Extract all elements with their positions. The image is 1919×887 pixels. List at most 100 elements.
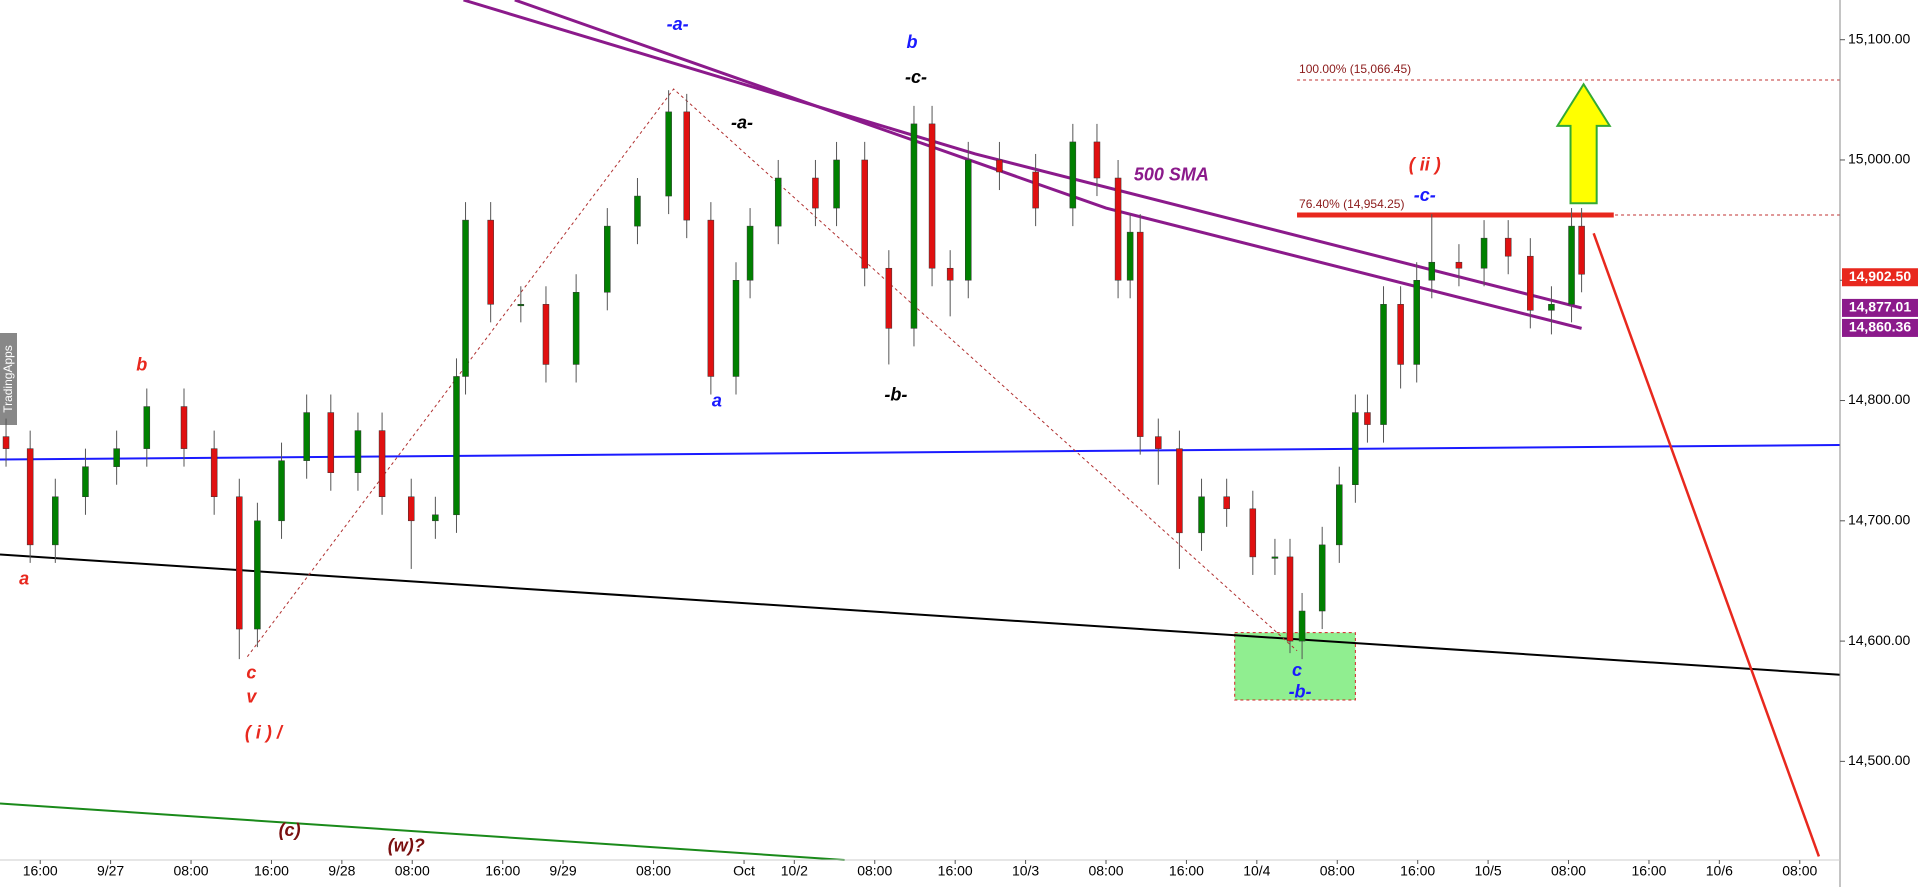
price-tag-label: 14,902.50 xyxy=(1849,268,1911,284)
candle-body xyxy=(833,159,840,209)
candle-body xyxy=(210,448,218,498)
fib-label: 100.00% (15,066.45) xyxy=(1299,62,1411,76)
x-tick-label: 16:00 xyxy=(938,863,973,879)
wave-label: a xyxy=(712,390,722,410)
x-tick-label: 08:00 xyxy=(1551,863,1586,879)
x-tick-label: 08:00 xyxy=(395,863,430,879)
trend-line xyxy=(463,0,1582,310)
candle-body xyxy=(572,292,580,365)
candle-body xyxy=(732,280,740,377)
candle-body xyxy=(143,406,151,449)
candle-body xyxy=(1136,231,1144,437)
candle-body xyxy=(1223,496,1230,510)
candle-body xyxy=(1548,304,1555,311)
y-tick-label: 14,500.00 xyxy=(1848,752,1910,768)
candle-body xyxy=(1198,496,1205,534)
candle-body xyxy=(82,466,89,498)
trend-line xyxy=(0,553,1841,676)
candle-body xyxy=(1114,177,1122,281)
axis-panel xyxy=(1840,0,1919,887)
wave-label: ( ii ) xyxy=(1409,155,1441,175)
wave-label: -b- xyxy=(884,384,907,404)
x-tick-label: 08:00 xyxy=(1088,863,1123,879)
candle-body xyxy=(303,412,310,461)
wave-label: 500 SMA xyxy=(1134,164,1209,184)
x-tick-label: 9/28 xyxy=(328,863,355,879)
candle-body xyxy=(683,111,690,221)
candle-body xyxy=(1352,412,1359,485)
candle-body xyxy=(236,496,243,630)
price-tag xyxy=(1842,318,1918,337)
wave-label: -b- xyxy=(1289,682,1312,702)
candle-body xyxy=(1093,141,1101,179)
candle-body xyxy=(812,177,819,209)
price-tag xyxy=(1842,268,1918,287)
candle-body xyxy=(327,412,335,473)
candle-body xyxy=(1032,171,1039,209)
candle-body xyxy=(1364,412,1371,425)
candle-body xyxy=(180,406,188,449)
candle-body xyxy=(1397,304,1404,365)
x-tick-label: 16:00 xyxy=(23,863,58,879)
wave-label: b xyxy=(136,354,147,374)
y-tick-label: 15,000.00 xyxy=(1848,151,1910,167)
candle-body xyxy=(1298,610,1306,642)
candle-body xyxy=(1578,225,1585,275)
y-tick-label: 14,800.00 xyxy=(1848,391,1910,407)
candle-body xyxy=(1286,556,1294,642)
wave-label: a xyxy=(19,568,29,588)
candle-body xyxy=(432,514,439,522)
wave-label: c xyxy=(246,662,256,682)
candle-body xyxy=(965,159,972,281)
x-tick-label: 08:00 xyxy=(857,863,892,879)
wave-label: -a- xyxy=(731,113,753,133)
candle-body xyxy=(1380,304,1387,425)
candle-body xyxy=(604,225,611,293)
x-tick-label: 16:00 xyxy=(1169,863,1204,879)
y-tick-label: 14,700.00 xyxy=(1848,512,1910,528)
x-tick-label: 10/6 xyxy=(1706,863,1733,879)
candle-body xyxy=(1069,141,1077,209)
x-tick-label: 08:00 xyxy=(174,863,209,879)
candle-body xyxy=(517,304,525,307)
x-tick-label: 08:00 xyxy=(1782,863,1817,879)
candle-body xyxy=(1504,237,1512,257)
trend-line xyxy=(1592,232,1821,857)
candle-body xyxy=(928,123,936,269)
x-tick-label: 08:00 xyxy=(636,863,671,879)
candle-body xyxy=(52,496,59,546)
x-tick-label: 9/29 xyxy=(549,863,576,879)
candle-body xyxy=(1413,280,1420,365)
candle-body xyxy=(634,195,641,227)
candle-body xyxy=(487,219,494,305)
x-tick-label: 10/2 xyxy=(781,863,808,879)
arrow xyxy=(1555,82,1612,205)
candle-body xyxy=(453,376,460,516)
candle-body xyxy=(1271,556,1279,559)
wave-label: (w)? xyxy=(388,836,425,856)
x-tick-label: Oct xyxy=(733,863,755,879)
x-tick-label: 16:00 xyxy=(1400,863,1435,879)
candle-body xyxy=(774,177,782,227)
candle-body xyxy=(113,448,120,467)
price-tag-label: 14,877.01 xyxy=(1849,299,1911,315)
candle-body xyxy=(1176,448,1183,534)
candle-body xyxy=(462,219,469,377)
x-tick-label: 16:00 xyxy=(254,863,289,879)
trend-line xyxy=(514,0,1582,330)
candle-body xyxy=(996,159,1003,173)
wave-label: -a- xyxy=(667,14,689,34)
x-tick-label: 10/5 xyxy=(1474,863,1501,879)
wave-label: b xyxy=(906,32,917,52)
candle-body xyxy=(1155,436,1162,449)
candle-body xyxy=(1455,261,1463,269)
x-tick-label: 10/3 xyxy=(1012,863,1039,879)
x-tick-label: 10/4 xyxy=(1243,863,1270,879)
wave-label: -c- xyxy=(1414,185,1436,205)
candle-body xyxy=(1527,255,1534,311)
candle-body xyxy=(946,267,954,281)
fib-label: 76.40% (14,954.25) xyxy=(1299,197,1404,211)
